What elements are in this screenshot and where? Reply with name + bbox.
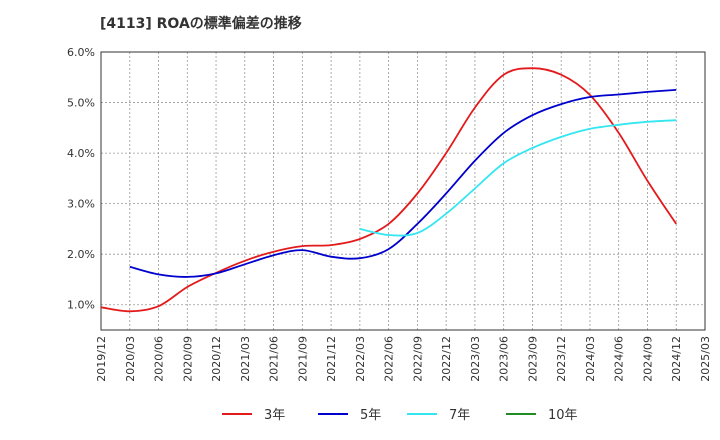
series-line xyxy=(129,89,677,278)
x-tick-label: 2021/03 xyxy=(239,336,252,382)
x-tick-label: 2022/03 xyxy=(354,336,367,382)
series-line xyxy=(359,119,677,237)
x-tick-label: 2022/12 xyxy=(440,336,453,382)
plot-border xyxy=(100,51,706,331)
x-tick-label: 2023/06 xyxy=(498,336,511,382)
x-tick-label: 2021/06 xyxy=(268,336,281,382)
legend: 3年 5年 7年 10年 xyxy=(222,408,578,423)
x-tick-label: 2020/12 xyxy=(210,336,223,382)
y-tick-label: 5.0% xyxy=(67,97,95,110)
y-tick-label: 2.0% xyxy=(67,248,95,261)
x-tick-label: 2024/03 xyxy=(584,336,597,382)
legend-label: 5年 xyxy=(360,408,381,423)
x-tick-label: 2024/06 xyxy=(613,336,626,382)
x-tick-label: 2022/06 xyxy=(383,336,396,382)
x-tick-label: 2023/12 xyxy=(555,336,568,382)
x-tick-label: 2023/03 xyxy=(469,336,482,382)
y-tick-label: 4.0% xyxy=(67,147,95,160)
x-tick-label: 2020/09 xyxy=(181,336,194,382)
x-tick-label: 2020/03 xyxy=(124,336,137,382)
y-tick-label: 6.0% xyxy=(67,46,95,59)
y-axis: 1.0% 2.0% 3.0% 4.0% 5.0% 6.0% xyxy=(67,46,95,312)
x-tick-label: 2025/03 xyxy=(699,336,712,382)
x-tick-label: 2019/12 xyxy=(95,336,108,382)
grid-lines xyxy=(101,52,705,330)
series-line xyxy=(100,67,677,313)
x-axis: 2019/12 2020/03 2020/06 2020/09 2020/12 2021/… xyxy=(95,336,712,382)
y-tick-label: 1.0% xyxy=(67,299,95,312)
legend-label: 10年 xyxy=(548,408,578,423)
chart-title: [4113] ROAの標準偏差の推移 xyxy=(100,16,302,32)
y-tick-label: 3.0% xyxy=(67,198,95,211)
x-tick-label: 2021/12 xyxy=(325,336,338,382)
x-tick-label: 2024/12 xyxy=(670,336,683,382)
x-tick-label: 2022/09 xyxy=(411,336,424,382)
legend-label: 7年 xyxy=(449,408,470,423)
plot-area xyxy=(101,52,705,330)
x-tick-label: 2024/09 xyxy=(641,336,654,382)
x-tick-label: 2021/09 xyxy=(296,336,309,382)
legend-label: 3年 xyxy=(264,408,285,423)
x-tick-label: 2023/09 xyxy=(526,336,539,382)
series-lines xyxy=(100,67,677,313)
x-tick-label: 2020/06 xyxy=(153,336,166,382)
